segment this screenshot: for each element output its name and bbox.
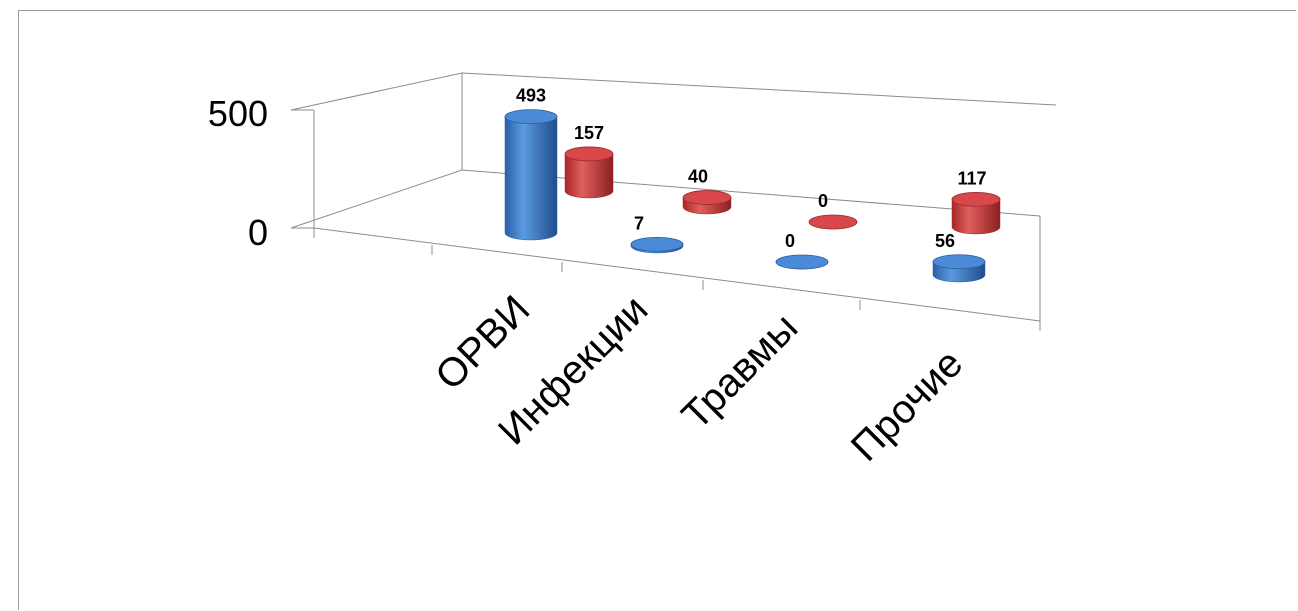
data-label-s0-c1: 7 — [634, 213, 644, 233]
plot-area — [290, 72, 1057, 331]
bar-cap-s1-c1 — [682, 190, 732, 205]
gridline-500 — [290, 72, 1057, 111]
bar-body-s0-c0 — [504, 116, 558, 241]
chart-frame — [18, 10, 1296, 610]
category-label-0: ОРВИ — [427, 287, 538, 398]
bar-cap-s0-c2 — [775, 254, 829, 270]
data-label-s0-c2: 0 — [785, 231, 795, 251]
category-label-3: Прочие — [843, 341, 972, 470]
ytick-label-500: 500 — [208, 93, 268, 134]
data-label-s0-c0: 493 — [516, 86, 546, 106]
bar-body-s1-c3 — [951, 199, 1001, 235]
series-marks: 157 40 0 117 493 7 0 56 — [504, 86, 1001, 283]
data-label-s1-c2: 0 — [818, 191, 828, 211]
bar-cap-s1-c2 — [808, 214, 858, 230]
data-label-s1-c1: 40 — [688, 167, 708, 187]
bar-cap-s0-c0 — [504, 109, 558, 125]
bar-body-s1-c0 — [564, 153, 614, 199]
bar-cap-s0-c1 — [630, 236, 684, 252]
data-label-s0-c3: 56 — [935, 231, 955, 251]
bar-cap-s1-c0 — [564, 146, 614, 162]
ytick-label-0: 0 — [248, 212, 268, 253]
gridline-0-back — [290, 169, 1041, 229]
data-label-s1-c0: 157 — [574, 123, 604, 143]
category-label-2: Травмы — [674, 305, 807, 438]
bar-cap-s0-c3 — [932, 254, 986, 270]
bar-cap-s1-c3 — [951, 191, 1001, 207]
data-label-s1-c3: 117 — [957, 168, 986, 188]
category-axis-line — [313, 227, 1041, 322]
